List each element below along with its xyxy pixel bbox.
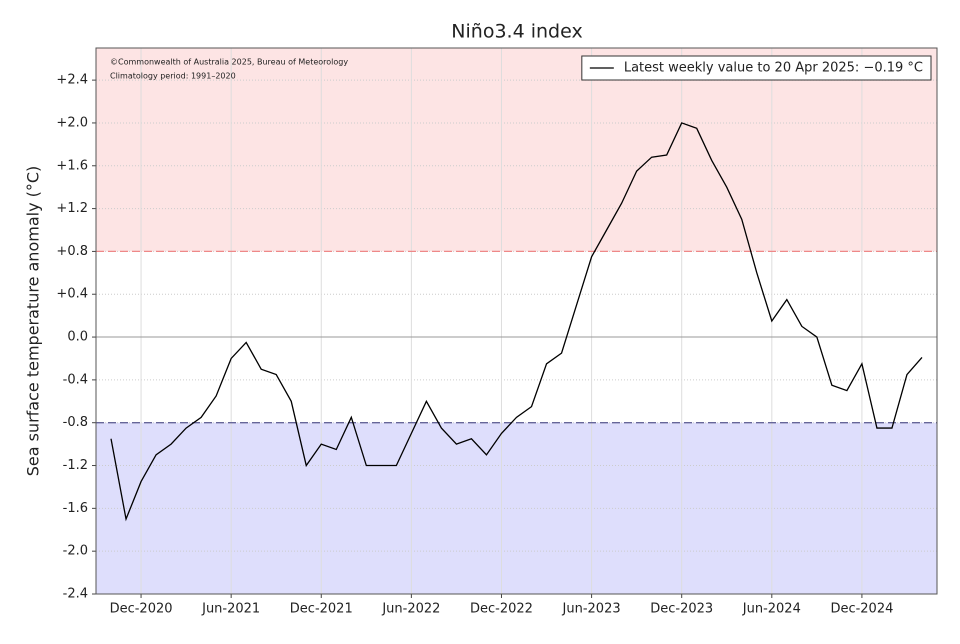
y-tick-label: +2.4 [56, 73, 88, 88]
plot-frame [95, 47, 938, 595]
annotation: Climatology period: 1991–2020 [110, 72, 236, 81]
legend: Latest weekly value to 20 Apr 2025: −0.1… [581, 55, 932, 81]
legend-label: Latest weekly value to 20 Apr 2025: −0.1… [624, 61, 923, 76]
y-tick-label: +0.4 [56, 287, 88, 302]
legend-box [581, 55, 932, 81]
y-tick-label: -1.6 [63, 501, 88, 516]
x-tick-label: Dec-2021 [290, 602, 353, 617]
y-tick-label: -0.8 [63, 415, 88, 430]
x-tick-label: Dec-2023 [650, 602, 713, 617]
y-tick-label: -1.2 [63, 458, 88, 473]
x-tick-label: Jun-2023 [562, 602, 621, 617]
x-tick-label: Dec-2024 [830, 602, 893, 617]
y-tick-label: 0.0 [67, 330, 88, 345]
y-tick-label: +0.8 [56, 244, 88, 259]
y-tick-label: -0.4 [63, 372, 88, 387]
y-tick-label: -2.4 [63, 587, 88, 602]
warm-region [96, 48, 937, 252]
y-axis-label: Sea surface temperature anomaly (°C) [24, 166, 43, 477]
x-tick-label: Dec-2020 [110, 602, 173, 617]
y-tick-label: +2.0 [56, 115, 88, 130]
x-tick-label: Jun-2024 [742, 602, 801, 617]
y-tick-label: +1.2 [56, 201, 88, 216]
annotation: ©Commonwealth of Australia 2025, Bureau … [110, 58, 348, 67]
x-tick-label: Dec-2022 [470, 602, 533, 617]
x-tick-label: Jun-2021 [201, 602, 260, 617]
y-tick-label: +1.6 [56, 158, 88, 173]
y-tick-label: -2.0 [63, 544, 88, 559]
x-tick-label: Jun-2022 [381, 602, 440, 617]
chart-title: Niño3.4 index [451, 21, 582, 43]
series-line [110, 122, 923, 522]
